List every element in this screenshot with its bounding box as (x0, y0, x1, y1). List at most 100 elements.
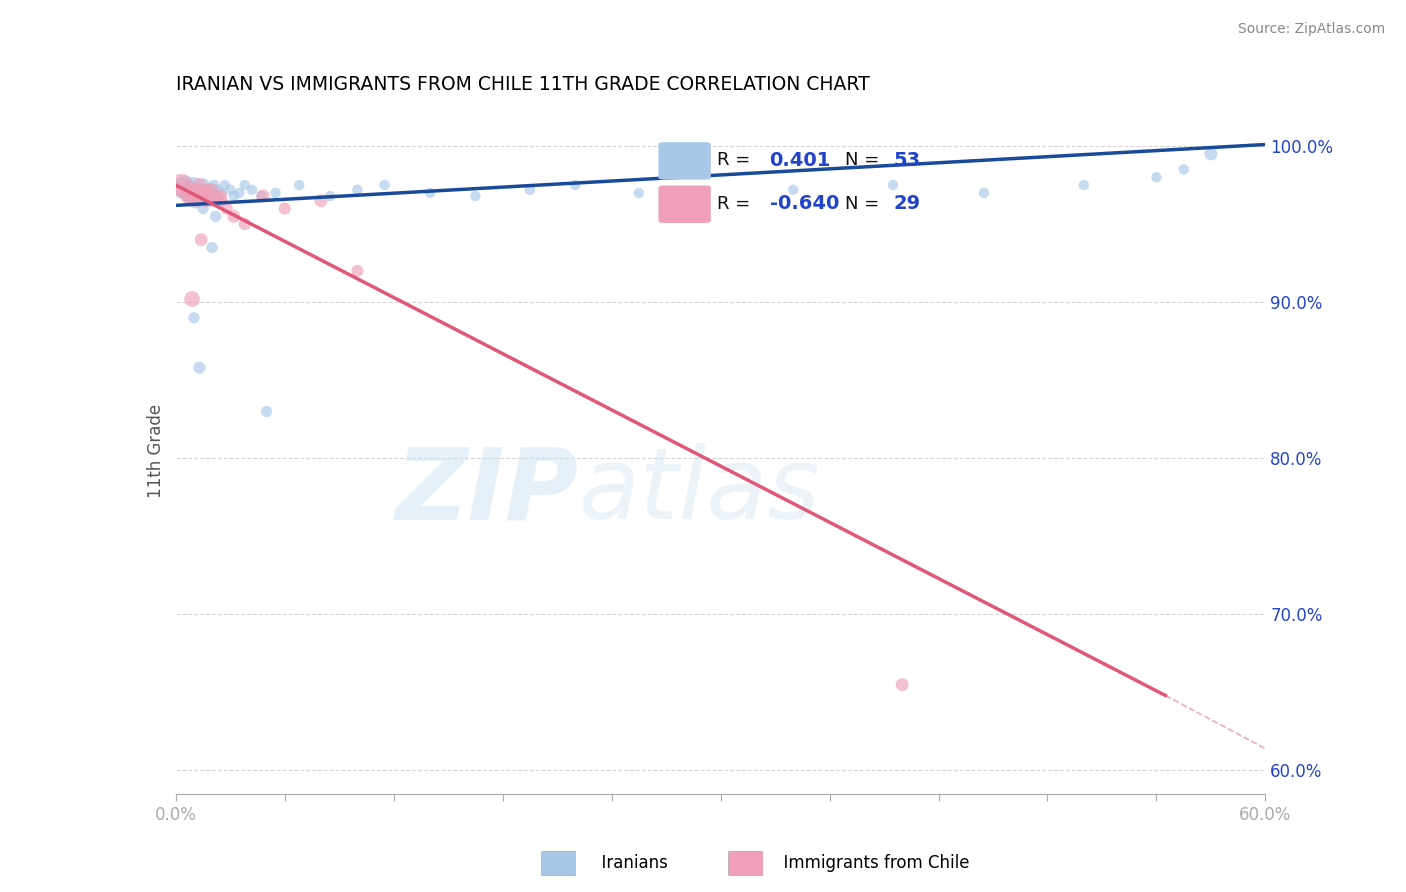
Point (177, 186, 200, 200)
Point (233, 217, 256, 231)
Point (183, 310, 205, 325)
Point (191, 202, 214, 216)
Point (250, 189, 273, 203)
Point (179, 186, 201, 200)
Point (1146, 170, 1168, 185)
Point (183, 178, 205, 192)
Text: 53: 53 (894, 151, 921, 170)
Text: atlas: atlas (579, 443, 821, 541)
Point (201, 240, 224, 254)
Point (288, 178, 311, 192)
FancyBboxPatch shape (541, 851, 576, 876)
Point (181, 292, 204, 306)
Point (319, 189, 342, 203)
Point (256, 404, 278, 418)
Point (188, 183, 211, 197)
Point (1199, 146, 1222, 161)
Point (190, 189, 212, 203)
Point (204, 189, 226, 203)
Point (233, 178, 256, 192)
Point (181, 183, 204, 197)
Point (882, 178, 904, 192)
Point (240, 183, 263, 197)
Text: N =: N = (845, 194, 884, 213)
Point (214, 178, 236, 192)
Point (190, 233, 212, 247)
Text: IRANIAN VS IMMIGRANTS FROM CHILE 11TH GRADE CORRELATION CHART: IRANIAN VS IMMIGRANTS FROM CHILE 11TH GR… (176, 75, 869, 95)
Point (177, 189, 200, 203)
Point (346, 183, 368, 197)
Point (208, 194, 231, 208)
Point (195, 189, 218, 203)
Text: 0.401: 0.401 (769, 151, 831, 170)
Text: Immigrants from Chile: Immigrants from Chile (773, 855, 970, 872)
Point (627, 186, 650, 200)
Point (346, 264, 368, 278)
Point (274, 202, 297, 216)
Point (200, 194, 222, 208)
Point (173, 183, 195, 197)
Point (191, 186, 214, 200)
Point (419, 186, 441, 200)
Point (200, 194, 222, 208)
Point (209, 194, 232, 208)
Point (188, 360, 211, 375)
Point (191, 178, 214, 192)
Point (1173, 162, 1195, 177)
Point (190, 189, 212, 203)
Text: R =: R = (717, 194, 756, 213)
Point (194, 186, 217, 200)
Point (179, 194, 201, 208)
Point (197, 183, 219, 197)
Y-axis label: 11th Grade: 11th Grade (146, 403, 165, 498)
Point (219, 183, 242, 197)
Point (186, 186, 209, 200)
Point (209, 189, 232, 203)
Point (195, 183, 218, 197)
Point (197, 189, 219, 203)
Point (215, 202, 238, 216)
Point (374, 178, 396, 192)
Point (207, 183, 229, 197)
Text: ZIP: ZIP (396, 443, 579, 541)
Point (183, 189, 205, 203)
Point (202, 178, 225, 192)
Text: 29: 29 (894, 194, 921, 213)
Point (228, 186, 250, 200)
Point (692, 189, 714, 203)
Point (170, 178, 193, 192)
Text: Source: ZipAtlas.com: Source: ZipAtlas.com (1237, 22, 1385, 37)
Point (188, 178, 211, 192)
Point (464, 189, 486, 203)
Text: -0.640: -0.640 (769, 194, 839, 213)
Point (252, 189, 274, 203)
Point (782, 183, 804, 197)
FancyBboxPatch shape (728, 851, 763, 876)
Point (209, 186, 232, 200)
Point (181, 183, 204, 197)
Point (973, 186, 995, 200)
Text: R =: R = (717, 152, 756, 169)
Point (170, 181, 193, 195)
Point (204, 189, 226, 203)
Point (186, 183, 209, 197)
Point (173, 178, 195, 192)
Text: N =: N = (845, 152, 884, 169)
Point (184, 194, 207, 208)
Point (201, 183, 224, 197)
Point (184, 194, 207, 208)
Point (264, 186, 287, 200)
Point (891, 677, 914, 691)
Point (519, 183, 541, 197)
Point (204, 209, 226, 223)
Point (1073, 178, 1095, 192)
Point (179, 189, 201, 203)
Point (309, 194, 332, 208)
Point (222, 189, 245, 203)
Point (194, 194, 217, 208)
Point (222, 209, 245, 223)
FancyBboxPatch shape (658, 142, 711, 179)
Point (201, 186, 224, 200)
FancyBboxPatch shape (658, 186, 711, 223)
Text: Iranians: Iranians (591, 855, 668, 872)
